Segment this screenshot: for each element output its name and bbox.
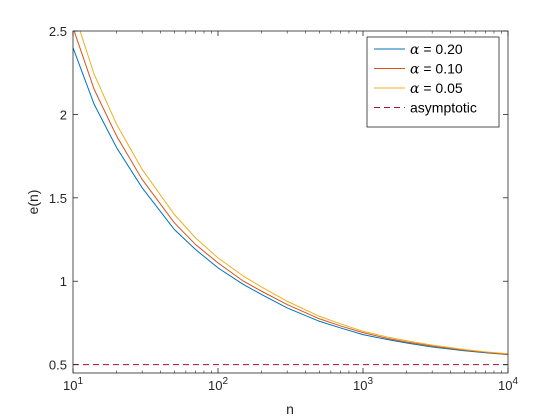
- x-axis-title: n: [286, 401, 294, 417]
- x-tick-label-1: 102: [208, 376, 228, 393]
- legend-label-2: α = 0.05: [410, 80, 463, 97]
- x-tick-label-2: 103: [353, 376, 373, 393]
- y-axis-title: e(n): [25, 190, 41, 215]
- legend-box: [366, 36, 500, 128]
- y-tick-label-2: 1.5: [49, 191, 67, 206]
- x-tick-label-3: 104: [498, 376, 518, 393]
- legend-label-1: α = 0.10: [410, 61, 463, 78]
- x-tick-label-0: 101: [63, 376, 83, 393]
- series-line-0: [73, 47, 508, 356]
- y-tick-label-1: 1: [60, 274, 67, 289]
- y-tick-label-3: 2: [60, 107, 67, 122]
- axes-box: [72, 30, 509, 374]
- series-line-2: [79, 31, 508, 355]
- legend: α = 0.20 α = 0.10 α = 0.05 asymptotic: [366, 36, 500, 128]
- y-tick-label-0: 0.5: [49, 358, 67, 373]
- legend-label-3: asymptotic: [410, 100, 477, 116]
- legend-label-0: α = 0.20: [410, 41, 463, 58]
- y-tick-label-4: 2.5: [49, 24, 67, 39]
- series-line-1: [73, 31, 508, 355]
